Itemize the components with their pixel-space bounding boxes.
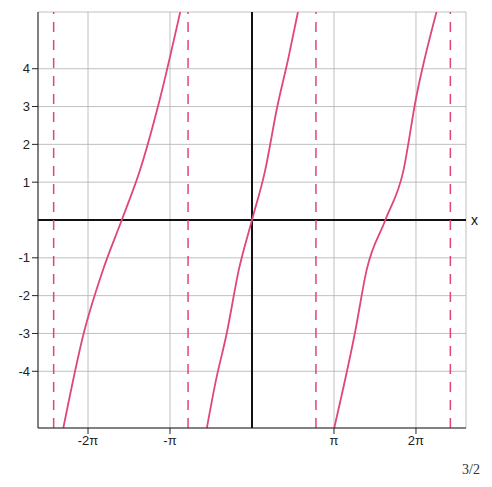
svg-text:-1: -1	[18, 250, 30, 265]
svg-text:2π: 2π	[408, 433, 424, 448]
svg-text:-2: -2	[18, 288, 30, 303]
svg-text:-2π: -2π	[78, 433, 99, 448]
svg-text:-3: -3	[18, 326, 30, 341]
svg-text:-4: -4	[18, 364, 30, 379]
svg-text:-π: -π	[163, 433, 176, 448]
svg-text:x: x	[471, 212, 478, 228]
svg-text:3: 3	[23, 99, 30, 114]
svg-text:1: 1	[23, 175, 30, 190]
svg-text:4: 4	[23, 61, 30, 76]
svg-text:π: π	[330, 433, 339, 448]
svg-text:2: 2	[23, 137, 30, 152]
html-text:3/2: 3/2	[462, 462, 480, 477]
